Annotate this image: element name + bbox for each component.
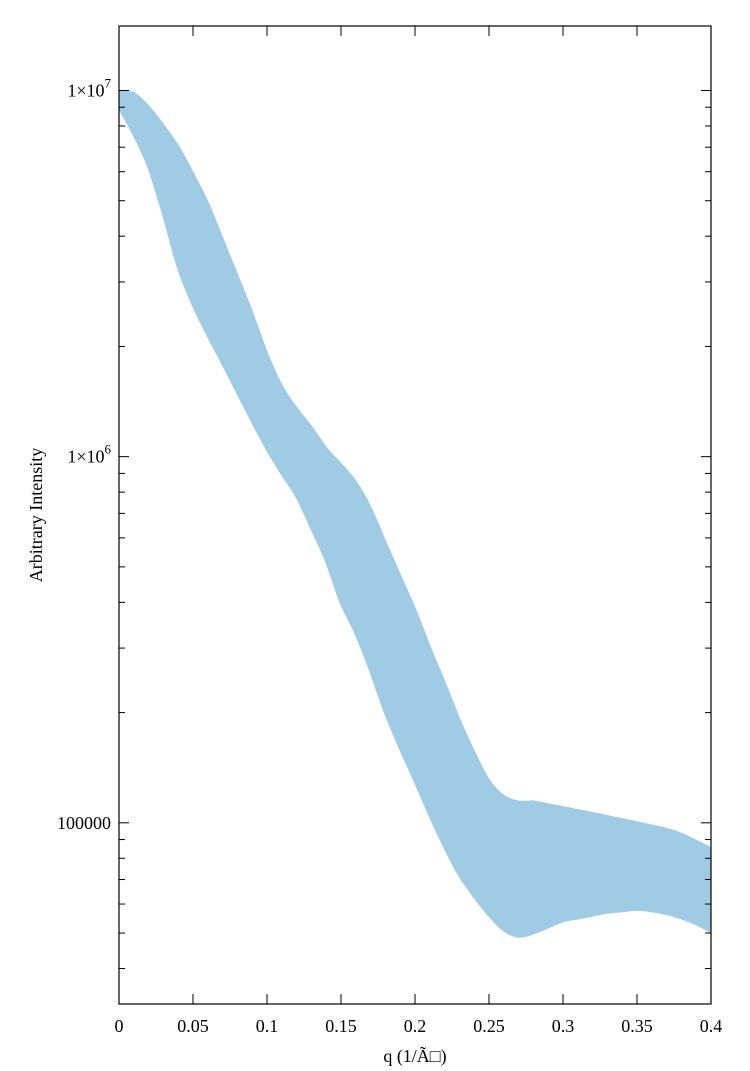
scattering-curve (119, 96, 711, 878)
y-axis-label: Arbitrary Intensity (26, 448, 46, 582)
scattering-curve (119, 90, 711, 851)
curve-ensemble (119, 90, 711, 938)
x-tick-label: 0 (115, 1016, 124, 1036)
y-tick-label: 1×107 (67, 75, 111, 100)
x-tick-label: 0.15 (325, 1016, 357, 1036)
scattering-curve (119, 94, 711, 865)
x-tick-label: 0.35 (621, 1016, 653, 1036)
x-axis-ticks: 0 0.05 0.1 0.15 0.2 0.25 0.3 0.35 0.4 (115, 26, 723, 1036)
x-tick-label: 0.25 (473, 1016, 505, 1036)
y-tick-label: 1×106 (67, 442, 111, 467)
y-tick-label: 100000 (57, 813, 111, 833)
scattering-curve (119, 101, 711, 905)
x-tick-label: 0.4 (700, 1016, 723, 1036)
scattering-curve (119, 105, 711, 930)
scattering-curve (119, 100, 711, 899)
scattering-curve (119, 103, 711, 919)
scattering-curve (119, 103, 711, 912)
scattering-curve (119, 98, 711, 886)
y-axis-ticks: 1×107 1×106 100000 (57, 75, 711, 970)
x-tick-label: 0.05 (177, 1016, 209, 1036)
x-tick-label: 0.2 (404, 1016, 427, 1036)
x-tick-label: 0.1 (256, 1016, 279, 1036)
x-tick-label: 0.3 (552, 1016, 575, 1036)
scattering-curve (119, 95, 711, 873)
x-axis-label: q (1/Ã□) (383, 1045, 446, 1067)
